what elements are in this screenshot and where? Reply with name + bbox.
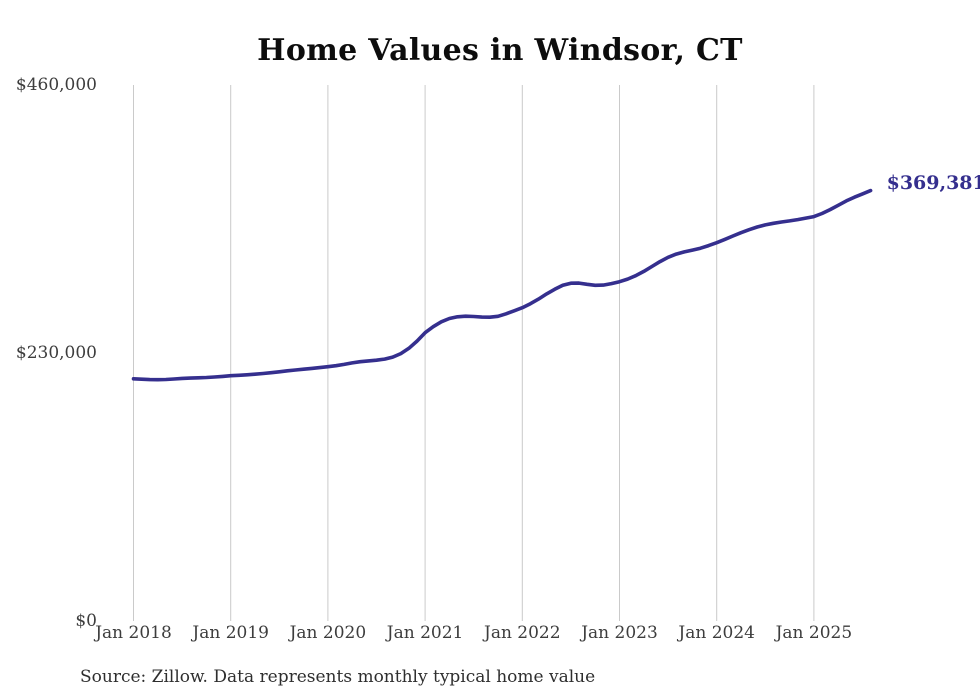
x-tick-label: Jan 2024	[678, 623, 755, 643]
y-tick-label: $0	[75, 611, 97, 631]
x-tick-label: Jan 2021	[386, 623, 464, 643]
x-tick-label: Jan 2018	[95, 623, 172, 643]
x-tick-label: Jan 2020	[289, 623, 367, 643]
x-tick-label: Jan 2022	[484, 623, 561, 643]
source-note: Source: Zillow. Data represents monthly …	[80, 667, 596, 687]
x-tick-label: Jan 2025	[775, 623, 853, 643]
y-tick-label: $460,000	[15, 75, 97, 95]
x-tick-label: Jan 2019	[192, 623, 269, 643]
home-value-line	[131, 188, 873, 382]
latest-value-label: $369,381	[886, 171, 980, 194]
x-tick-label: Jan 2023	[581, 623, 658, 643]
chart-title: Home Values in Windsor, CT	[257, 33, 743, 68]
y-tick-label: $230,000	[15, 343, 97, 363]
